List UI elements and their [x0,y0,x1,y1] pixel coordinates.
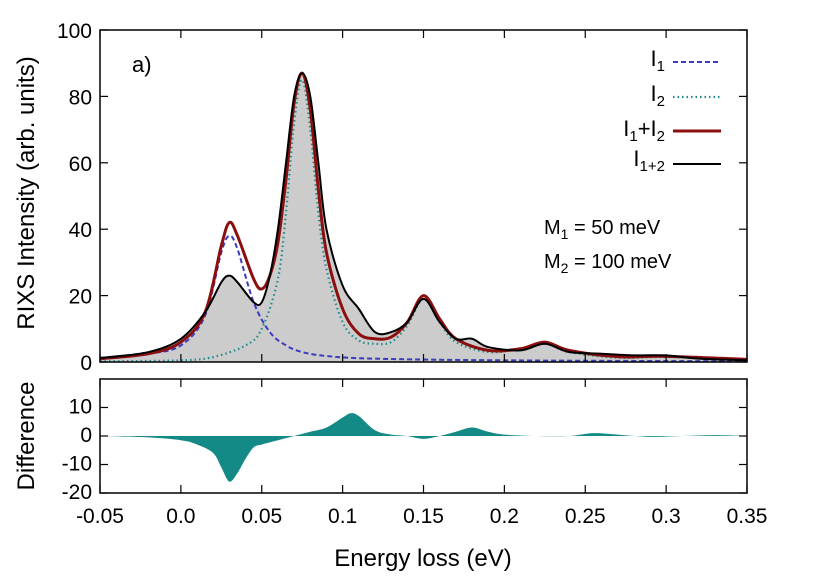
legend-entry-i12: I1+2 [633,146,721,175]
annotation-m1: M1 = 50 meV [544,217,661,242]
y-tick-label: 60 [69,153,92,176]
legend-entry-i2: I2 [651,81,721,110]
series-i1-line [99,234,748,363]
legend-label-i1: I1 [651,46,665,75]
legend-label-i12: I1+2 [633,146,665,175]
y-tick-label: 100 [57,20,92,43]
difference-axis-title: Difference [13,382,40,491]
series-i1-plus-i2-line [99,71,748,361]
y-tick-label: 40 [69,219,92,242]
rixs-intensity-panel: 0 20 40 60 80 100 a) RIXS Intensity (arb. uni… [13,20,748,375]
difference-panel: -20 -10 0 10 -0.05 0.0 0.05 0.1 0.15 0.2 0.25 0.3 0.… [13,378,768,572]
i12-filled-area [100,73,747,362]
legend-entry-i1: I1 [651,46,721,75]
x-tick-label: 0.3 [652,505,681,528]
diff-y-tick-label: -10 [62,453,92,476]
panel-label: a) [132,52,152,77]
difference-area [100,413,747,482]
diff-y-tick-label: 0 [80,424,92,447]
x-tick-label: 0.05 [241,505,282,528]
x-tick-label: 0.1 [328,505,357,528]
x-tick-label: 0.25 [565,505,606,528]
legend-entry-sum: I1+I2 [623,116,721,145]
diff-y-tick-label: 10 [69,396,92,419]
series-i2-line [99,78,748,363]
y-tick-label: 0 [80,352,92,375]
legend-label-sum: I1+I2 [623,116,665,145]
x-tick-label: 0.35 [727,505,768,528]
y-tick-label: 20 [69,286,92,309]
y-tick-label: 80 [69,86,92,109]
legend-label-i2: I2 [651,81,665,110]
x-tick-label: -0.05 [76,505,124,528]
x-tick-label: 0.2 [490,505,519,528]
top-axis-ticks: 0 20 40 60 80 100 [57,20,748,375]
x-tick-label: 0.0 [166,505,195,528]
legend: I1 I2 I1+I2 I1+2 [623,46,721,175]
diff-y-tick-label: -20 [62,481,92,504]
y-axis-title: RIXS Intensity (arb. units) [13,56,40,329]
annotation-m2: M2 = 100 meV [544,251,672,276]
series-i1plus2-line [99,72,748,362]
x-axis-title: Energy loss (eV) [334,545,511,572]
x-tick-label: 0.15 [403,505,444,528]
bottom-axis-ticks: -20 -10 0 10 -0.05 0.0 0.05 0.1 0.15 0.2 0.25 0.3 0.… [62,379,768,528]
